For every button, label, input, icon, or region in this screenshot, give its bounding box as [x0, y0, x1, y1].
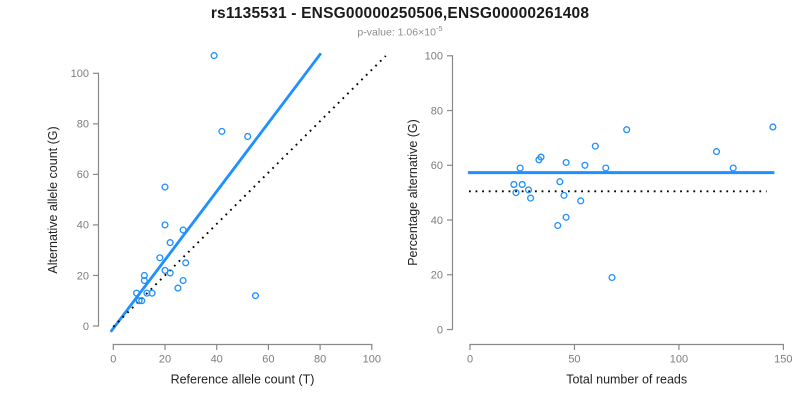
data-point: [166, 239, 174, 247]
data-point: [133, 289, 141, 297]
data-point: [218, 127, 226, 135]
x-tick-label: 60: [262, 354, 274, 366]
data-point: [161, 221, 169, 229]
data-point: [623, 126, 631, 134]
data-point: [712, 148, 721, 156]
plot-title: rs1135531 - ENSG00000250506,ENSG00000261…: [210, 5, 590, 22]
data-point: [556, 178, 564, 186]
right-lines: [467, 171, 775, 193]
left-lines: [109, 52, 387, 333]
data-point: [562, 158, 570, 167]
data-point: [562, 213, 570, 221]
left-points: [133, 52, 260, 305]
figure-header: rs1135531 - ENSG00000250506,ENSG00000261…: [0, 0, 800, 39]
data-point: [148, 289, 156, 297]
data-point: [581, 161, 589, 169]
y-tick-label: 0: [83, 321, 89, 333]
data-point: [524, 186, 533, 194]
data-point: [140, 271, 148, 280]
x-tick-label: 50: [568, 354, 580, 366]
left-panel: 0 20 40 60 80 100 0 20 40 60 80 100 Reference allel…: [46, 52, 387, 387]
y-tick-label: 40: [431, 215, 443, 227]
data-point: [510, 180, 518, 188]
y-tick-label: 80: [77, 119, 89, 131]
left-x-axis-title: Reference allele count (T): [171, 373, 315, 387]
x-tick-label: 20: [159, 354, 171, 366]
data-point: [182, 259, 190, 267]
data-point: [166, 269, 174, 277]
y-tick-label: 40: [77, 220, 89, 232]
data-point: [729, 164, 737, 172]
data-point: [527, 194, 535, 202]
x-tick-label: 100: [363, 354, 381, 366]
y-tick-label: 20: [431, 270, 443, 282]
y-tick-label: 80: [431, 105, 443, 117]
data-point: [135, 297, 143, 305]
right-panel: 0 50 100 150 0 20 40 60 80 100 Total number of re…: [406, 51, 793, 387]
y-tick-label: 60: [431, 160, 443, 172]
identity-line: [112, 55, 387, 328]
data-point: [179, 276, 187, 285]
data-point: [512, 189, 520, 197]
data-point: [518, 180, 526, 188]
y-tick-label: 100: [71, 68, 89, 80]
y-tick-label: 100: [425, 51, 443, 63]
data-point: [161, 183, 169, 191]
x-tick-label: 0: [110, 354, 116, 366]
left-y-axis-title: Alternative allele count (G): [46, 126, 60, 273]
data-point: [210, 52, 218, 60]
data-point: [179, 226, 187, 234]
x-tick-label: 100: [670, 354, 688, 366]
data-point: [244, 132, 252, 141]
data-point: [591, 142, 599, 150]
data-point: [156, 254, 164, 262]
right-axes: 0 50 100 150 0 20 40 60 80 100: [425, 51, 793, 366]
data-point: [537, 153, 545, 161]
data-point: [138, 297, 146, 305]
data-point: [577, 197, 585, 205]
left-axes: 0 20 40 60 80 100 0 20 40 60 80 100: [71, 68, 381, 365]
x-tick-label: 0: [467, 354, 473, 366]
data-point: [560, 191, 568, 199]
right-y-axis-title: Percentage alternative (G): [406, 119, 420, 266]
y-tick-label: 60: [77, 169, 89, 181]
pvalue-exponent: -5: [435, 24, 443, 33]
data-point: [554, 221, 562, 230]
regression-line: [109, 52, 322, 333]
data-point: [174, 284, 182, 292]
data-point: [608, 273, 616, 282]
pvalue-subtitle: p-value: 1.06×10-5: [0, 24, 800, 39]
right-points: [510, 123, 777, 282]
data-point: [516, 164, 524, 172]
data-point: [140, 276, 148, 285]
x-tick-label: 150: [774, 354, 792, 366]
data-point: [251, 292, 260, 300]
y-tick-label: 0: [437, 324, 443, 336]
x-tick-label: 40: [211, 354, 223, 366]
y-tick-label: 20: [77, 270, 89, 282]
data-point: [602, 164, 610, 172]
right-x-axis-title: Total number of reads: [566, 373, 687, 387]
x-tick-label: 80: [314, 354, 326, 366]
data-point: [769, 123, 777, 131]
pvalue-text: p-value: 1.06×10: [357, 26, 436, 39]
